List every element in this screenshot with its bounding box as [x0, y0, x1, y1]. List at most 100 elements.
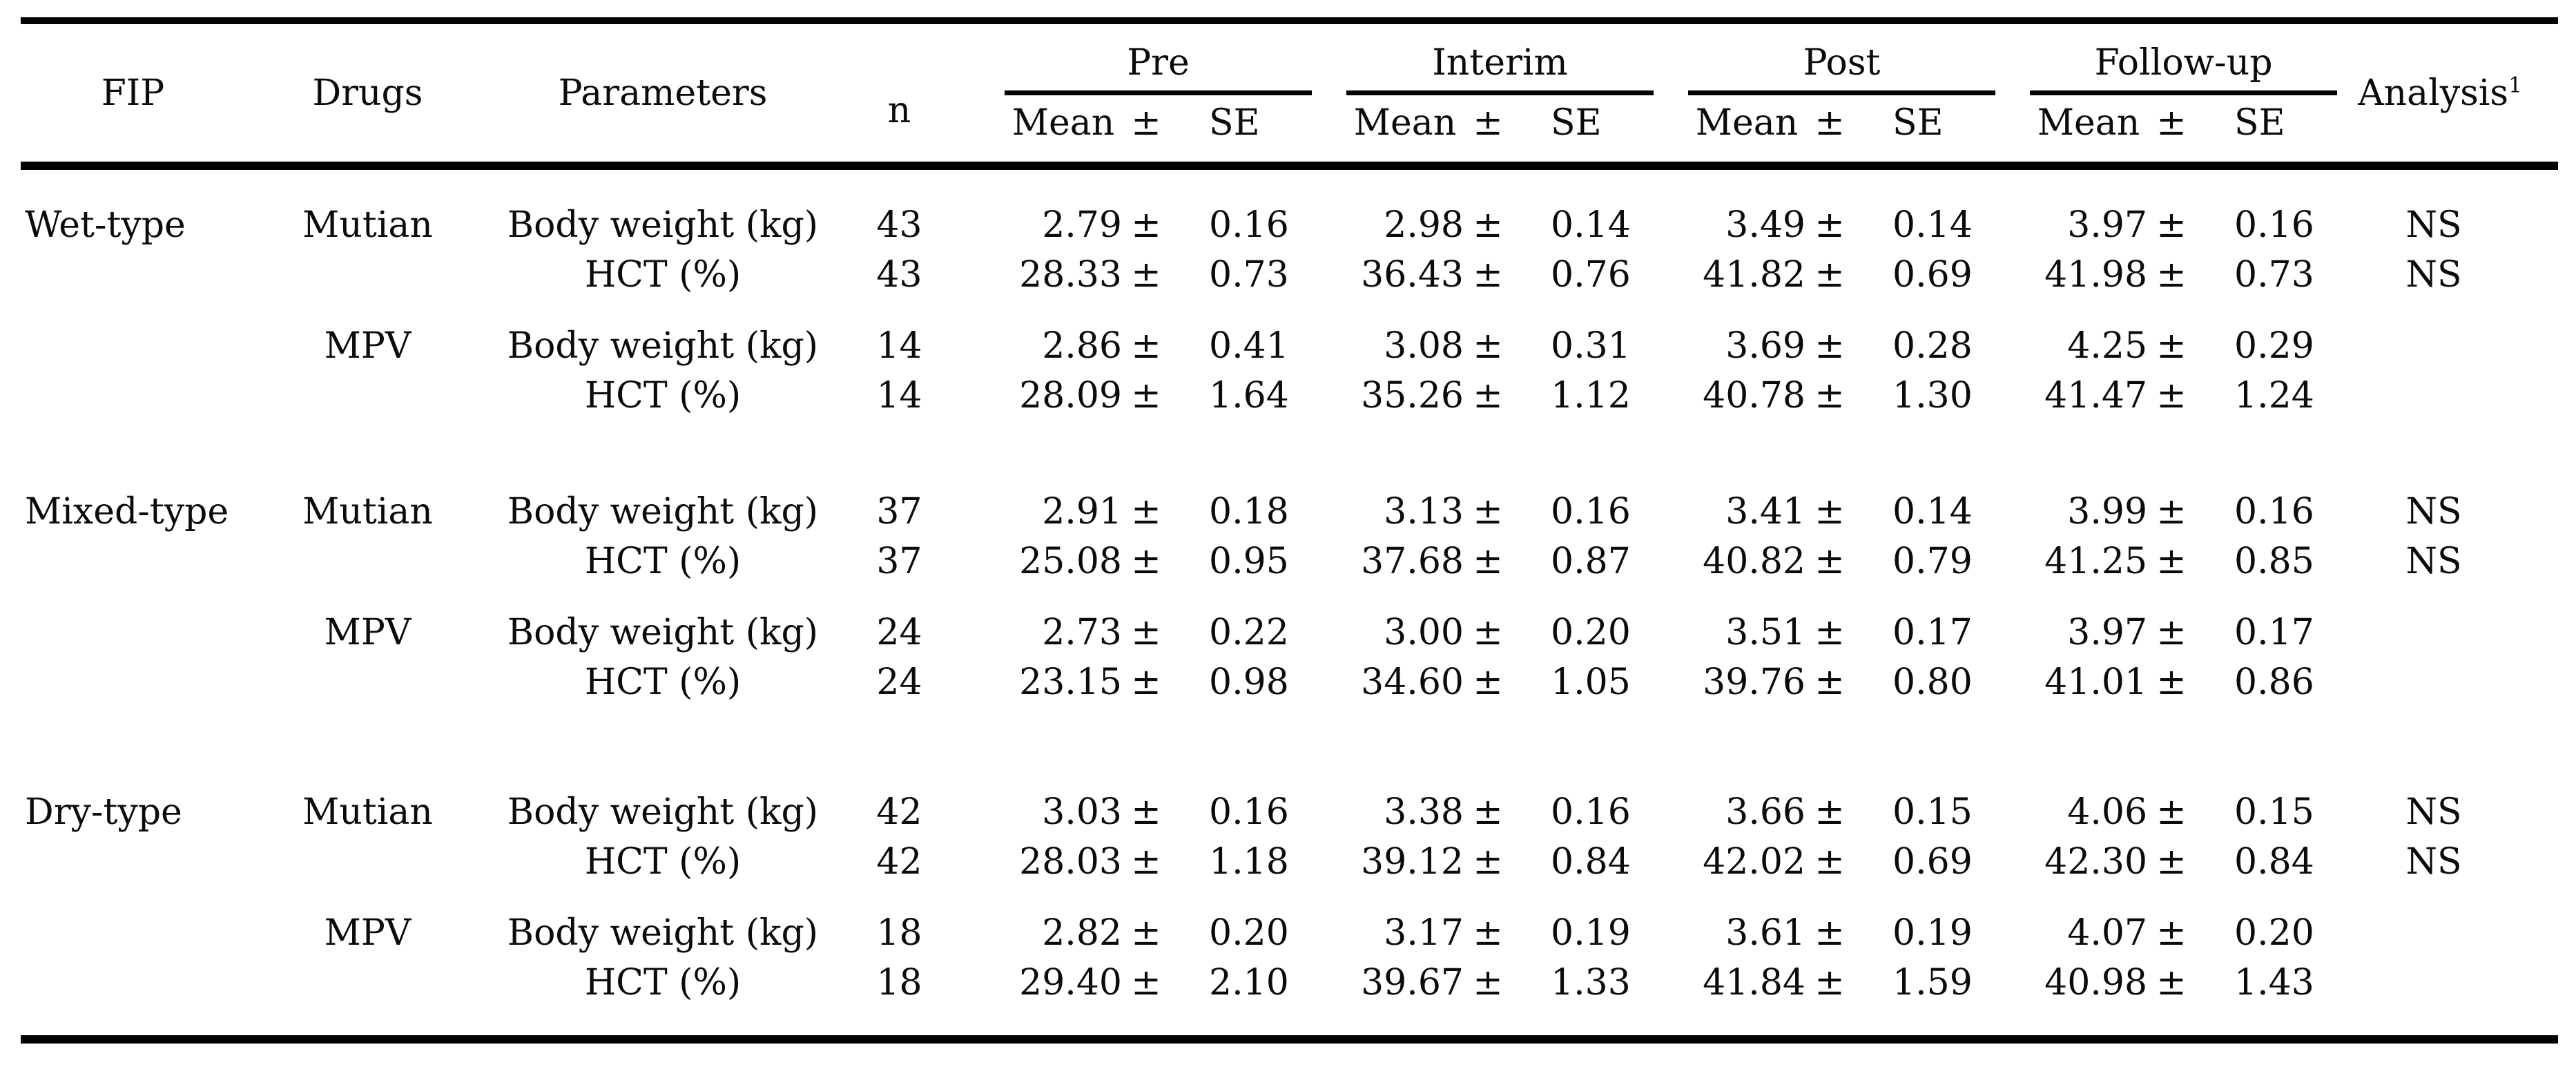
pre-se: 0.73: [1209, 254, 1289, 296]
analysis-cell: [2358, 908, 2558, 958]
column-gap: [1654, 608, 1688, 657]
parameter-cell: Body weight (kg): [507, 912, 819, 954]
subheader-plus-minus: ±: [2147, 93, 2196, 170]
pre-se: 0.95: [1209, 541, 1289, 582]
pre-mean: 2.79: [1042, 204, 1122, 246]
subheader-mean: Mean: [1005, 93, 1122, 170]
column-gap: [2337, 657, 2358, 707]
post-se: 0.14: [1892, 491, 1973, 532]
n-cell: 37: [876, 541, 922, 582]
interim-mean: 3.00: [1384, 612, 1464, 653]
followup-se: 0.20: [2234, 912, 2314, 954]
spacer-row: [21, 300, 2558, 321]
fip-cell: Mixed-type: [25, 491, 229, 532]
drug-cell: Mutian: [302, 791, 433, 833]
column-gap: [2337, 321, 2358, 371]
column-gap: [963, 537, 1005, 586]
analysis-label: Analysis: [2358, 72, 2509, 114]
followup-mean: 40.98: [2044, 962, 2148, 1003]
n-cell: 37: [876, 491, 922, 532]
interim-mean: 3.17: [1384, 912, 1464, 954]
table-row: MPV Body weight (kg) 14 2.86 ±0.41 3.08 ±0…: [21, 321, 2558, 371]
column-gap: [1654, 908, 1688, 958]
pre-se: 1.18: [1209, 841, 1289, 883]
analysis-cell: NS: [2405, 791, 2462, 833]
pre-se: 0.41: [1209, 325, 1289, 367]
column-gap: [1995, 537, 2030, 586]
plus-minus: ±: [2156, 912, 2187, 954]
column-gap: [1654, 321, 1688, 371]
column-gap: [963, 200, 1005, 250]
drug-cell: [245, 837, 490, 887]
analysis-cell: [2358, 657, 2558, 707]
column-gap: [1995, 371, 2030, 421]
followup-se: 0.16: [2234, 204, 2314, 246]
column-gap: [963, 21, 1005, 170]
analysis-cell: [2358, 958, 2558, 1008]
interim-se: 0.20: [1551, 612, 1631, 653]
plus-minus: ±: [1814, 662, 1845, 703]
followup-se: 0.84: [2234, 841, 2314, 883]
followup-mean: 4.06: [2067, 791, 2148, 833]
parameter-cell: Body weight (kg): [507, 612, 819, 653]
plus-minus: ±: [2156, 541, 2187, 582]
subheader-mean: Mean: [1346, 93, 1464, 170]
drug-cell: [245, 657, 490, 707]
followup-se: 0.29: [2234, 325, 2314, 367]
plus-minus: ±: [1131, 541, 1161, 582]
post-se: 0.69: [1892, 841, 1973, 883]
column-gap: [1312, 908, 1346, 958]
subheader-mean: Mean: [1688, 93, 1806, 170]
n-cell: 24: [876, 612, 922, 653]
post-se: 1.30: [1892, 375, 1973, 416]
n-cell: 42: [876, 841, 922, 883]
column-gap: [1654, 371, 1688, 421]
plus-minus: ±: [2156, 962, 2187, 1003]
plus-minus: ±: [1814, 962, 1845, 1003]
plus-minus: ±: [1131, 662, 1161, 703]
pre-se: 0.16: [1209, 791, 1289, 833]
post-mean: 3.49: [1725, 204, 1806, 246]
interim-se: 1.05: [1551, 662, 1631, 703]
section-spacer-row: [21, 421, 2558, 487]
column-gap: [963, 487, 1005, 537]
fip-cell: [21, 608, 245, 657]
fip-cell: Wet-type: [25, 204, 186, 246]
followup-se: 0.15: [2234, 791, 2314, 833]
pre-mean: 28.03: [1019, 841, 1122, 883]
pre-mean: 23.15: [1019, 662, 1122, 703]
plus-minus: ±: [1814, 254, 1845, 296]
column-gap: [2337, 200, 2358, 250]
pre-mean: 2.91: [1042, 491, 1122, 532]
plus-minus: ±: [1131, 491, 1161, 532]
column-gap: [1312, 837, 1346, 887]
column-gap: [1312, 200, 1346, 250]
pre-se: 0.98: [1209, 662, 1289, 703]
plus-minus: ±: [1814, 791, 1845, 833]
interim-mean: 34.60: [1361, 662, 1464, 703]
post-mean: 41.84: [1703, 962, 1806, 1003]
followup-se: 0.16: [2234, 491, 2314, 532]
plus-minus: ±: [1131, 612, 1161, 653]
column-gap: [1995, 321, 2030, 371]
column-gap: [1312, 371, 1346, 421]
post-se: 0.19: [1892, 912, 1973, 954]
drug-cell: [245, 537, 490, 586]
column-gap: [2337, 21, 2359, 170]
followup-mean: 3.97: [2067, 612, 2148, 653]
column-gap: [1995, 487, 2030, 537]
group-header-followup: Follow-up: [2030, 21, 2338, 95]
post-se: 0.15: [1892, 791, 1973, 833]
table-row: Dry-type Mutian Body weight (kg) 42 3.03…: [21, 787, 2558, 837]
followup-mean: 3.97: [2067, 204, 2148, 246]
spacer-row: [21, 887, 2558, 908]
followup-se: 1.24: [2234, 375, 2314, 416]
column-gap: [2337, 837, 2358, 887]
column-gap: [2337, 787, 2358, 837]
column-gap: [963, 250, 1005, 300]
followup-se: 0.86: [2234, 662, 2314, 703]
column-gap: [1995, 200, 2030, 250]
analysis-cell: [2358, 371, 2558, 421]
post-se: 0.14: [1892, 204, 1973, 246]
plus-minus: ±: [1473, 612, 1503, 653]
